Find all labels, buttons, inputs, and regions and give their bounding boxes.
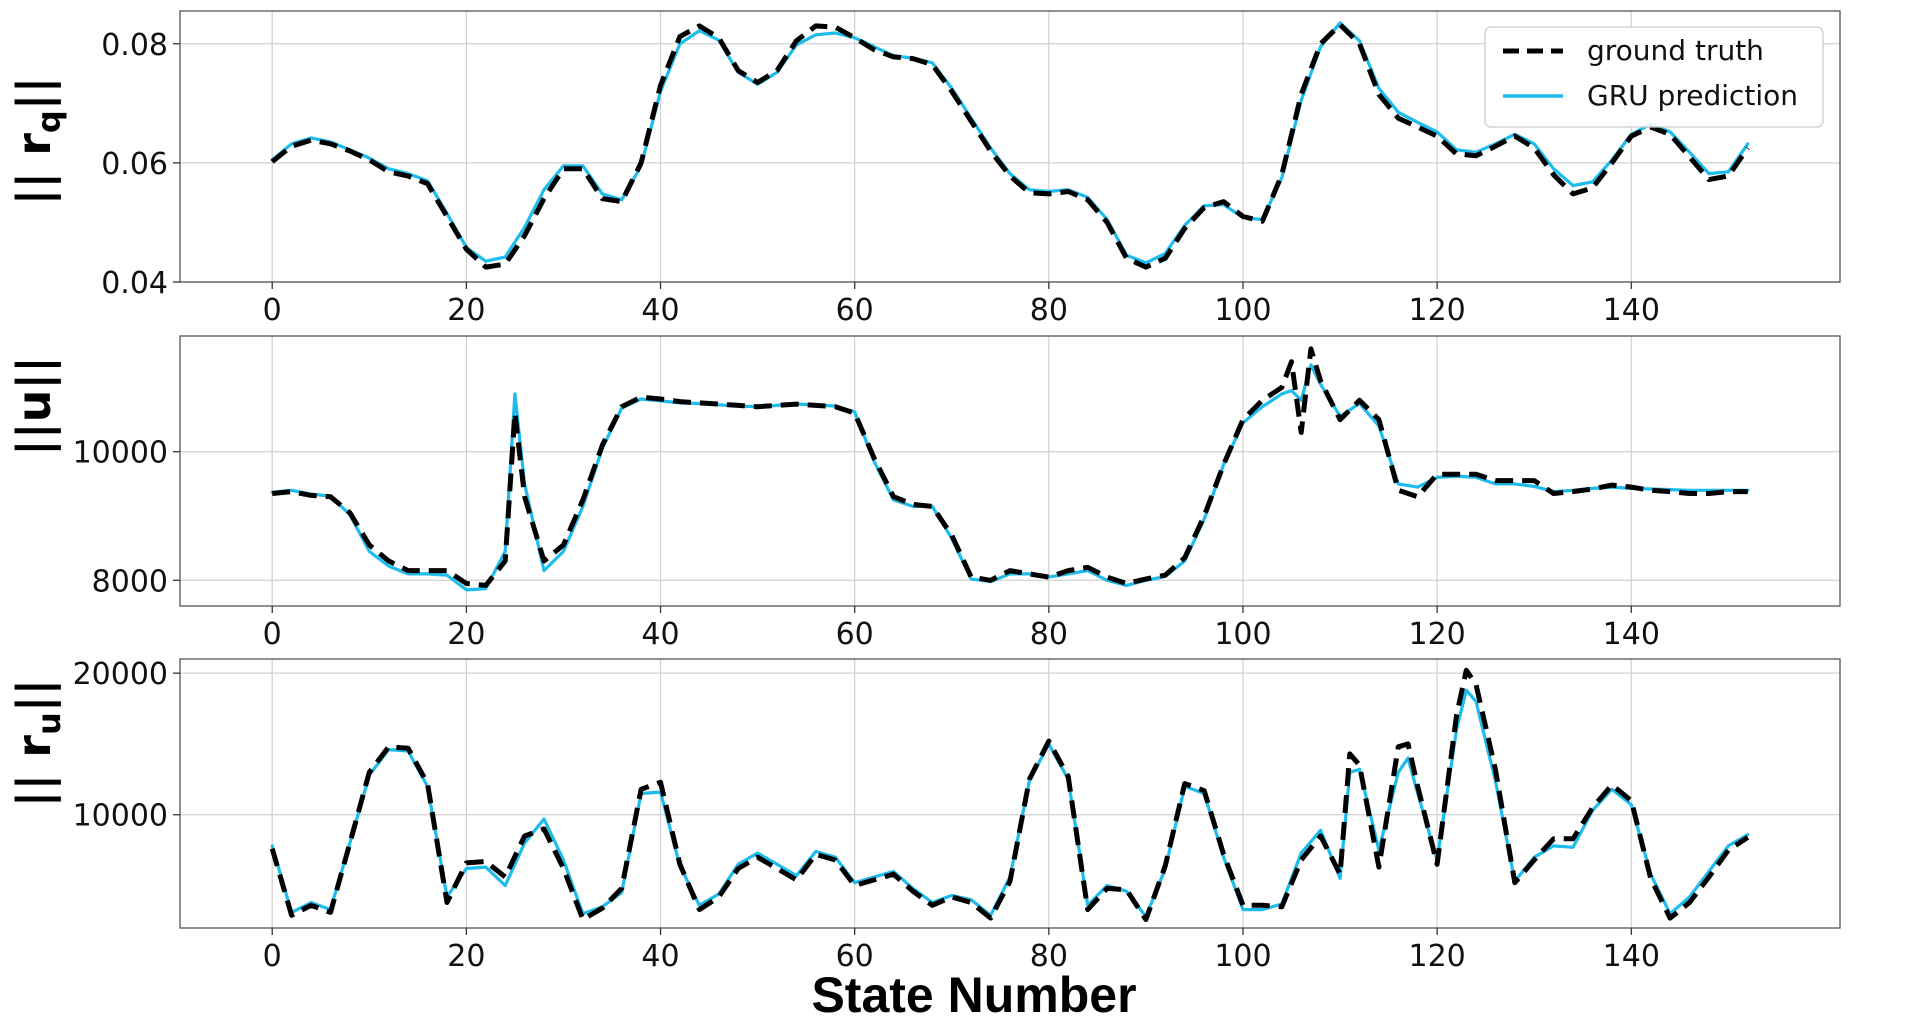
- ru-xtick-label: 80: [1030, 939, 1068, 974]
- u-xtick-label: 80: [1030, 617, 1068, 652]
- u-xtick-label: 60: [836, 617, 874, 652]
- panel-ru-ylabel: || ru||: [7, 679, 68, 808]
- rq-ytick-label: 0.06: [101, 147, 168, 182]
- panel-rq-yticks: 0.04 0.06 0.08: [101, 28, 180, 301]
- u-xtick-label: 40: [641, 617, 679, 652]
- legend-box: [1484, 26, 1824, 128]
- rq-xtick-label: 60: [836, 293, 874, 328]
- ru-xtick-label: 120: [1409, 939, 1466, 974]
- rq-xtick-label: 20: [447, 293, 485, 328]
- ru-xtick-label: 140: [1603, 939, 1660, 974]
- rq-ytick-label: 0.08: [101, 28, 168, 63]
- legend: ground truth GRU prediction: [1484, 26, 1824, 128]
- legend-ground-truth-label: ground truth: [1587, 34, 1764, 67]
- panel-u-xticks: 0 20 40 60 80 100 120 140: [263, 606, 1660, 652]
- panel-rq-frame: [179, 10, 1841, 283]
- panel-ru-yticks: 10000 20000: [73, 657, 180, 834]
- panel-ru: 0 20 40 60 80 100 120 140 10000 20000 || ru||: [7, 657, 1841, 974]
- rq-xtick-label: 120: [1409, 293, 1466, 328]
- rq-xtick-label: 100: [1214, 293, 1271, 328]
- rq-xtick-label: 0: [263, 293, 282, 328]
- legend-gru-prediction-label: GRU prediction: [1587, 79, 1798, 112]
- panel-u-yticks: 8000 10000: [73, 436, 180, 599]
- ru-xtick-label: 100: [1214, 939, 1271, 974]
- u-xtick-label: 100: [1214, 617, 1271, 652]
- panel-u-lines: [270, 346, 1750, 592]
- ru-xtick-label: 40: [641, 939, 679, 974]
- panel-rq: 0 20 40 60 80 100 120 140 0.04 0.06 0.08 || rq||: [7, 10, 1841, 328]
- u-xtick-label: 20: [447, 617, 485, 652]
- ru-xtick-label: 20: [447, 939, 485, 974]
- ru-series-ground-truth-line: [269, 667, 1750, 922]
- rq-xtick-label: 80: [1030, 293, 1068, 328]
- panel-ru-lines: [269, 667, 1750, 922]
- panel-ru-frame: [179, 658, 1841, 929]
- ru-xtick-label: 60: [836, 939, 874, 974]
- u-ytick-label: 10000: [73, 436, 168, 471]
- panel-u-ylabel: ||u||: [7, 356, 62, 456]
- panel-u-frame: [179, 335, 1841, 607]
- panel-rq-ylabel: || rq||: [7, 77, 68, 206]
- u-xtick-label: 0: [263, 617, 282, 652]
- panel-u: 0 20 40 60 80 100 120 140 8000 10000 ||u||: [7, 335, 1841, 652]
- x-axis-label: State Number: [811, 967, 1136, 1023]
- u-xtick-label: 120: [1409, 617, 1466, 652]
- u-series-ground-truth-line: [271, 346, 1748, 588]
- rq-xtick-label: 40: [641, 293, 679, 328]
- ru-ytick-label: 20000: [73, 657, 168, 692]
- ru-xtick-label: 0: [263, 939, 282, 974]
- ru-series-gru-prediction-line: [270, 688, 1750, 919]
- panel-u-grid: [180, 336, 1840, 606]
- rq-ytick-label: 0.04: [101, 266, 168, 301]
- panel-ru-xticks: 0 20 40 60 80 100 120 140: [263, 928, 1660, 974]
- rq-xtick-label: 140: [1603, 293, 1660, 328]
- panel-rq-xticks: 0 20 40 60 80 100 120 140: [263, 282, 1660, 328]
- rq-series-ground-truth-line: [270, 22, 1750, 270]
- u-xtick-label: 140: [1603, 617, 1660, 652]
- panel-rq-lines: [270, 21, 1750, 270]
- u-ytick-label: 8000: [92, 564, 168, 599]
- ru-ytick-label: 10000: [73, 799, 168, 834]
